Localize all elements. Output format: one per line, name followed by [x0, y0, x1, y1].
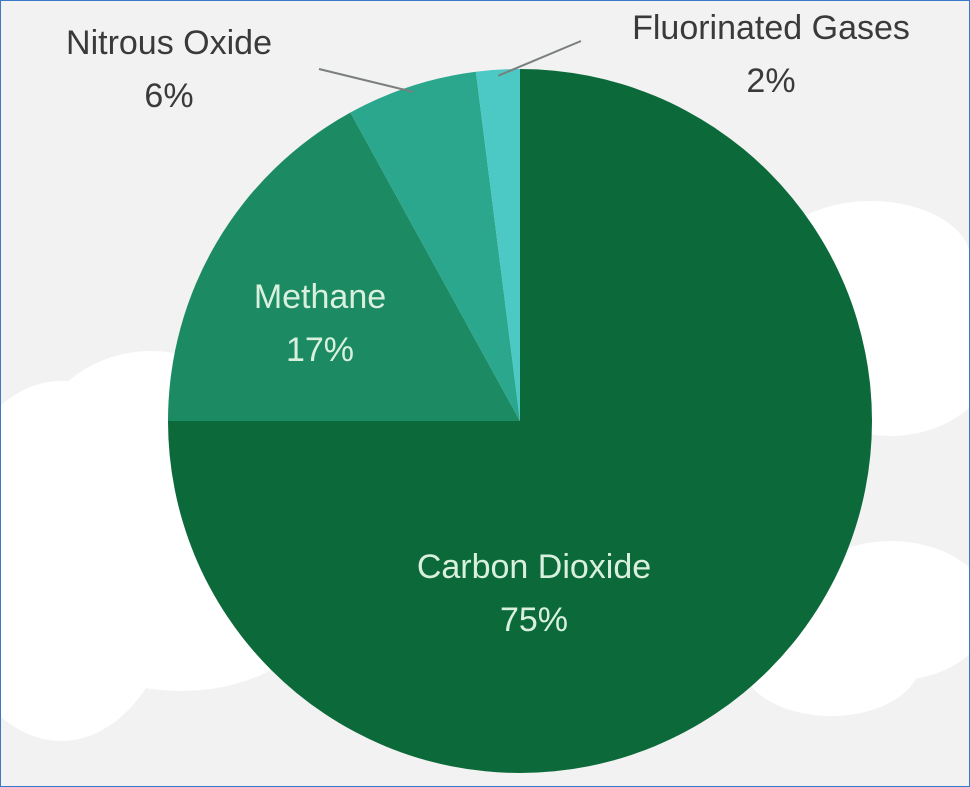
slice-value-methane: 17%: [286, 331, 354, 369]
slice-labels: Carbon Dioxide 75% Methane 17% Nitrous Oxide…: [66, 9, 910, 639]
slice-label-carbon-dioxide: Carbon Dioxide: [417, 548, 651, 586]
slice-value-nitrous-oxide: 6%: [144, 77, 193, 115]
pie-slice-methane: [168, 112, 520, 421]
leader-line-fluorinated-gases: [497, 40, 582, 77]
slice-label-fluorinated-gases: Fluorinated Gases: [632, 9, 910, 47]
slice-label-nitrous-oxide: Nitrous Oxide: [66, 24, 272, 62]
slice-value-carbon-dioxide: 75%: [500, 601, 568, 639]
leader-line-nitrous-oxide: [318, 68, 414, 93]
slice-value-fluorinated-gases: 2%: [746, 62, 795, 100]
pie-slice-fluorinated-gases: [475, 69, 520, 421]
slice-label-methane: Methane: [254, 278, 386, 316]
pie-slice-nitrous-oxide: [350, 71, 520, 421]
leader-lines: [318, 40, 582, 93]
pie-slices: [168, 69, 872, 773]
